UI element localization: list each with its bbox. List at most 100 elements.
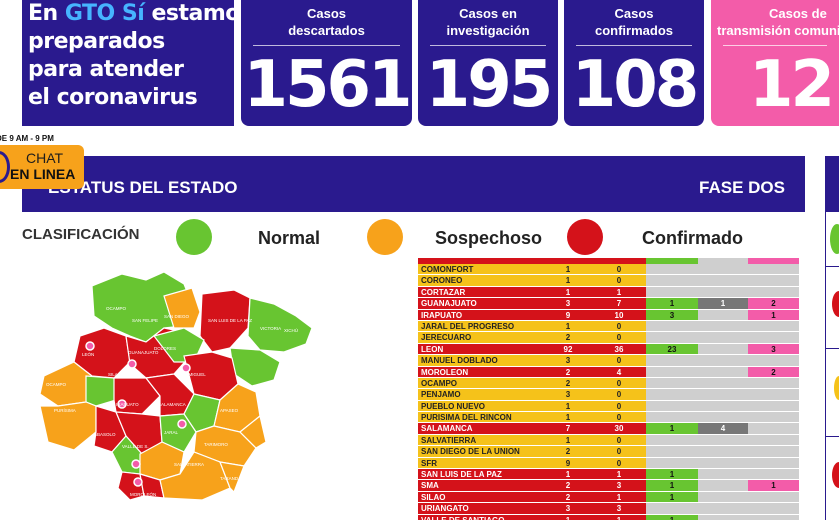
table-cell — [698, 343, 748, 356]
table-cell: MOROLEON — [418, 366, 544, 378]
table-cell — [698, 377, 748, 390]
stat-value: 108 — [571, 48, 700, 122]
table-cell: 30 — [592, 423, 646, 435]
table-cell: SILAO — [418, 491, 544, 504]
table-cell: CORONEO — [418, 275, 544, 287]
table-cell: 3 — [592, 503, 646, 515]
hero-banner: En GTO Sí estamos preparados para atende… — [22, 0, 253, 126]
table-row: JERECUARO 2 0 — [418, 332, 799, 344]
table-row: GUANAJUATO 3 7 1 1 2 — [418, 298, 799, 310]
table-row: URIANGATO 3 3 — [418, 503, 799, 515]
table-cell — [748, 400, 799, 413]
table-cell: SAN DIEGO DE LA UNION — [418, 446, 544, 458]
table-cell: GUANAJUATO — [418, 298, 544, 310]
table-cell: 0 — [592, 400, 646, 413]
table-cell: 0 — [592, 457, 646, 470]
stat-card-descartados: Casos descartados 1561 — [241, 0, 412, 126]
table-cell — [748, 491, 799, 504]
table-row: PENJAMO 3 0 — [418, 389, 799, 401]
table-cell: 1 — [592, 514, 646, 520]
table-cell: CORTAZAR — [418, 286, 544, 299]
table-cell: 0 — [592, 275, 646, 287]
table-cell — [646, 377, 698, 390]
table-cell: 36 — [592, 343, 646, 356]
table-cell — [748, 355, 799, 367]
table-cell — [646, 503, 698, 515]
table-cell — [698, 332, 748, 344]
table-cell: 23 — [646, 343, 698, 356]
table-cell: 1 — [544, 264, 592, 276]
table-cell — [748, 514, 799, 520]
chat-button[interactable]: CHAT EN LINEA — [0, 145, 84, 189]
table-cell: 2 — [748, 366, 799, 378]
table-cell: SALAMANCA — [418, 423, 544, 435]
phase-label: FASE DOS — [699, 178, 785, 197]
table-cell: URIANGATO — [418, 503, 544, 515]
state-map: OCAMPO SAN FELIPE SAN DIEGO SAN LUIS DE LA… — [39, 271, 313, 501]
table-cell — [698, 457, 748, 470]
map-region — [247, 297, 313, 353]
table-cell: PENJAMO — [418, 389, 544, 401]
svg-text:SALAMANCA: SALAMANCA — [158, 402, 186, 407]
table-cell: JERECUARO — [418, 332, 544, 344]
table-row: SAN DIEGO DE LA UNION 2 0 — [418, 446, 799, 458]
table-cell: 2 — [544, 491, 592, 504]
table-cell: 0 — [592, 434, 646, 447]
table-cell — [748, 332, 799, 344]
table-cell — [748, 434, 799, 447]
table-cell — [646, 320, 698, 333]
chat-hours: N DE 9 AM - 9 PM — [0, 134, 54, 143]
status-header: ESTATUS DEL ESTADO FASE DOS — [22, 156, 805, 212]
hero-line-3: para atender — [28, 57, 184, 82]
table-cell — [698, 514, 748, 520]
table-cell: 1 — [698, 298, 748, 310]
table-cell: 1 — [592, 286, 646, 299]
table-cell: IRAPUATO — [418, 309, 544, 321]
table-cell: 10 — [592, 309, 646, 321]
hero-line-1: En GTO Sí estamos — [28, 1, 253, 26]
table-cell — [698, 355, 748, 367]
table-cell — [748, 423, 799, 435]
hero-line-2: preparados — [28, 29, 165, 54]
legend-sospechoso: Sospechoso — [435, 228, 543, 248]
table-cell — [646, 446, 698, 458]
table-cell: 2 — [748, 298, 799, 310]
side-panel — [825, 156, 839, 520]
table-cell: 1 — [544, 275, 592, 287]
table-row: SALAMANCA 7 30 1 4 — [418, 423, 799, 435]
legend-normal: Normal — [258, 228, 321, 248]
stat-card-confirmados: Casos confirmados 108 — [564, 0, 704, 126]
table-cell — [698, 503, 748, 515]
table-cell: 1 — [748, 480, 799, 492]
status-title: ESTATUS DEL ESTADO — [48, 178, 238, 197]
svg-text:TARIMORO: TARIMORO — [204, 442, 228, 447]
table-cell: 7 — [544, 423, 592, 435]
table-cell — [646, 355, 698, 367]
svg-text:MOROLEÓN: MOROLEÓN — [130, 491, 156, 497]
table-cell: 1 — [592, 491, 646, 504]
table-cell — [698, 400, 748, 413]
svg-text:OCAMPO: OCAMPO — [106, 306, 127, 311]
table-cell — [748, 389, 799, 401]
svg-text:JARAL: JARAL — [164, 430, 179, 435]
table-cell: 3 — [544, 355, 592, 367]
table-row: VALLE DE SANTIAGO111 — [418, 514, 799, 520]
table-cell: MANUEL DOBLADO — [418, 355, 544, 367]
table-cell — [698, 320, 748, 333]
map-region — [219, 461, 245, 494]
table-cell — [646, 389, 698, 401]
table-cell — [748, 412, 799, 424]
table-cell — [748, 469, 799, 481]
svg-text:GUANAJUATO: GUANAJUATO — [128, 350, 159, 355]
svg-text:VALLE DE S.: VALLE DE S. — [122, 444, 149, 449]
table-cell: PUEBLO NUEVO — [418, 400, 544, 413]
table-cell: 3 — [592, 480, 646, 492]
map-region — [85, 375, 117, 407]
table-cell: 92 — [544, 343, 592, 356]
table-cell — [698, 389, 748, 401]
table-cell: 9 — [544, 309, 592, 321]
table-cell: SALVATIERRA — [418, 434, 544, 447]
table-cell: 1 — [646, 514, 698, 520]
table-row: LEON 92 36 23 3 — [418, 343, 799, 356]
table-cell: 2 — [544, 480, 592, 492]
